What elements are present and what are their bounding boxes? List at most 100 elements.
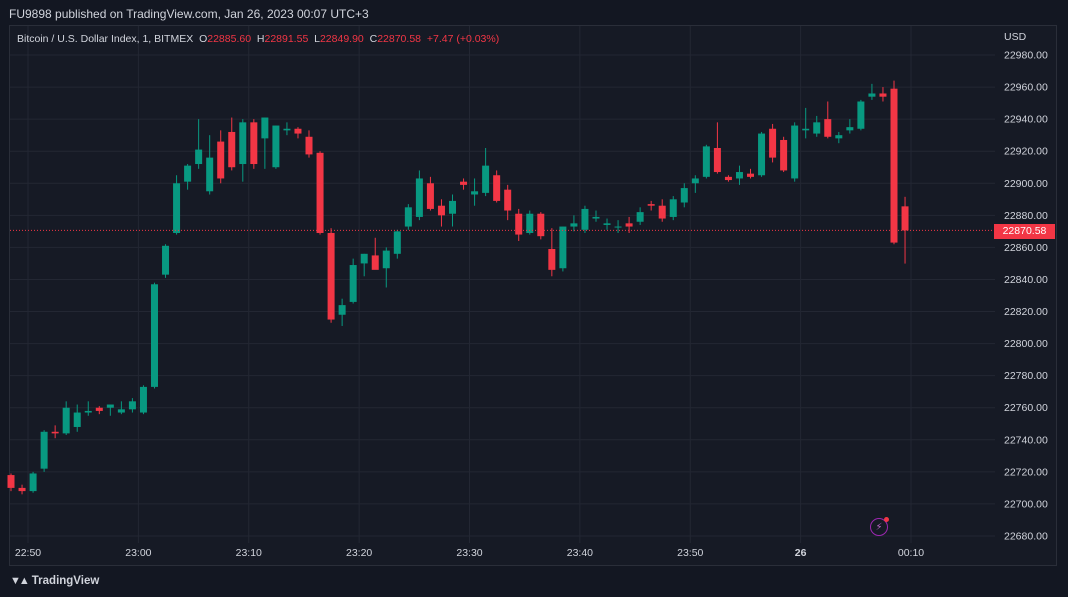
candle[interactable] bbox=[769, 123, 777, 163]
candle[interactable] bbox=[338, 298, 346, 326]
candle[interactable] bbox=[824, 101, 832, 139]
candle[interactable] bbox=[901, 196, 909, 264]
candle[interactable] bbox=[217, 130, 225, 184]
candle[interactable] bbox=[890, 80, 898, 245]
symbol-name: Bitcoin / U.S. Dollar Index, 1, BITMEX bbox=[17, 33, 194, 45]
candle[interactable] bbox=[18, 484, 26, 495]
candle[interactable] bbox=[415, 170, 423, 221]
candle[interactable] bbox=[206, 135, 214, 195]
candle[interactable] bbox=[735, 165, 743, 185]
candle[interactable] bbox=[117, 401, 125, 415]
candle[interactable] bbox=[73, 404, 81, 432]
candle[interactable] bbox=[702, 144, 710, 179]
candle[interactable] bbox=[758, 131, 766, 177]
candle[interactable] bbox=[625, 216, 633, 233]
candle[interactable] bbox=[813, 115, 821, 137]
candle[interactable] bbox=[802, 107, 810, 139]
candle[interactable] bbox=[592, 210, 600, 222]
candle[interactable] bbox=[371, 237, 379, 270]
candle[interactable] bbox=[559, 226, 567, 272]
candle[interactable] bbox=[128, 398, 136, 413]
candle[interactable] bbox=[305, 130, 313, 158]
candle[interactable] bbox=[393, 229, 401, 259]
candle[interactable] bbox=[868, 83, 876, 100]
candle[interactable] bbox=[437, 199, 445, 227]
candle[interactable] bbox=[360, 253, 368, 277]
close-label: C bbox=[369, 33, 378, 45]
candle[interactable] bbox=[316, 151, 324, 235]
candle[interactable] bbox=[162, 244, 170, 278]
candle[interactable] bbox=[857, 99, 865, 131]
candle[interactable] bbox=[449, 194, 456, 227]
candle[interactable] bbox=[747, 168, 755, 179]
candle[interactable] bbox=[570, 215, 578, 232]
candle[interactable] bbox=[283, 122, 291, 136]
y-tick-label: 22720.00 bbox=[1004, 466, 1048, 478]
candle[interactable] bbox=[780, 136, 788, 173]
candle[interactable] bbox=[250, 119, 258, 169]
candle[interactable] bbox=[460, 178, 468, 190]
candle[interactable] bbox=[581, 205, 589, 233]
candle[interactable] bbox=[51, 425, 59, 439]
candle[interactable] bbox=[382, 247, 390, 288]
candle-body bbox=[691, 178, 699, 184]
candle[interactable] bbox=[426, 176, 434, 211]
candle[interactable] bbox=[106, 404, 114, 416]
candle[interactable] bbox=[195, 119, 203, 169]
candle[interactable] bbox=[294, 127, 302, 139]
candle[interactable] bbox=[537, 212, 545, 240]
candle[interactable] bbox=[846, 119, 854, 134]
candle[interactable] bbox=[29, 471, 37, 493]
candle[interactable] bbox=[713, 122, 721, 174]
candle[interactable] bbox=[349, 258, 357, 304]
candle[interactable] bbox=[879, 87, 887, 102]
candle[interactable] bbox=[658, 199, 666, 222]
candle[interactable] bbox=[95, 406, 103, 415]
candle[interactable] bbox=[493, 170, 501, 203]
candle[interactable] bbox=[724, 175, 732, 182]
candle[interactable] bbox=[669, 196, 677, 221]
publisher-info: FU9898 published on TradingView.com, Jan… bbox=[9, 7, 369, 21]
chart-pane[interactable] bbox=[9, 25, 1057, 566]
candle-body bbox=[150, 284, 158, 387]
y-tick-label: 22920.00 bbox=[1004, 146, 1048, 158]
candle[interactable] bbox=[691, 175, 699, 193]
y-tick-label: 22680.00 bbox=[1004, 531, 1048, 543]
candle[interactable] bbox=[40, 430, 48, 472]
candle[interactable] bbox=[548, 228, 556, 277]
candle[interactable] bbox=[835, 131, 843, 144]
candle[interactable] bbox=[471, 178, 479, 206]
candle[interactable] bbox=[228, 117, 236, 171]
candle[interactable] bbox=[680, 183, 688, 208]
candle[interactable] bbox=[526, 210, 534, 235]
candle[interactable] bbox=[139, 385, 147, 415]
candle[interactable] bbox=[239, 119, 247, 182]
candle[interactable] bbox=[603, 218, 611, 230]
candle[interactable] bbox=[327, 228, 335, 323]
candle[interactable] bbox=[184, 164, 192, 190]
candle[interactable] bbox=[636, 207, 644, 225]
y-tick-label: 22860.00 bbox=[1004, 242, 1048, 254]
candle[interactable] bbox=[515, 208, 523, 241]
candle[interactable] bbox=[84, 401, 92, 416]
candle-body bbox=[73, 412, 81, 427]
currency-label[interactable]: USD bbox=[1004, 31, 1027, 43]
candle[interactable] bbox=[504, 184, 512, 221]
candle[interactable] bbox=[272, 125, 280, 169]
candle-body bbox=[625, 223, 633, 227]
candle[interactable] bbox=[647, 200, 655, 211]
candle[interactable] bbox=[482, 147, 490, 197]
candle[interactable] bbox=[791, 122, 799, 182]
candle[interactable] bbox=[404, 204, 412, 230]
candle[interactable] bbox=[614, 220, 622, 233]
tradingview-logo[interactable]: ▼▲ TradingView bbox=[10, 575, 99, 587]
candle[interactable] bbox=[7, 473, 15, 492]
candle[interactable] bbox=[173, 175, 181, 235]
candle-body bbox=[239, 122, 247, 165]
candle[interactable] bbox=[261, 117, 269, 169]
candle-body bbox=[835, 135, 843, 139]
candle[interactable] bbox=[62, 401, 70, 435]
candle[interactable] bbox=[150, 282, 158, 389]
lightning-alert-icon[interactable]: ⚡ bbox=[870, 517, 889, 536]
